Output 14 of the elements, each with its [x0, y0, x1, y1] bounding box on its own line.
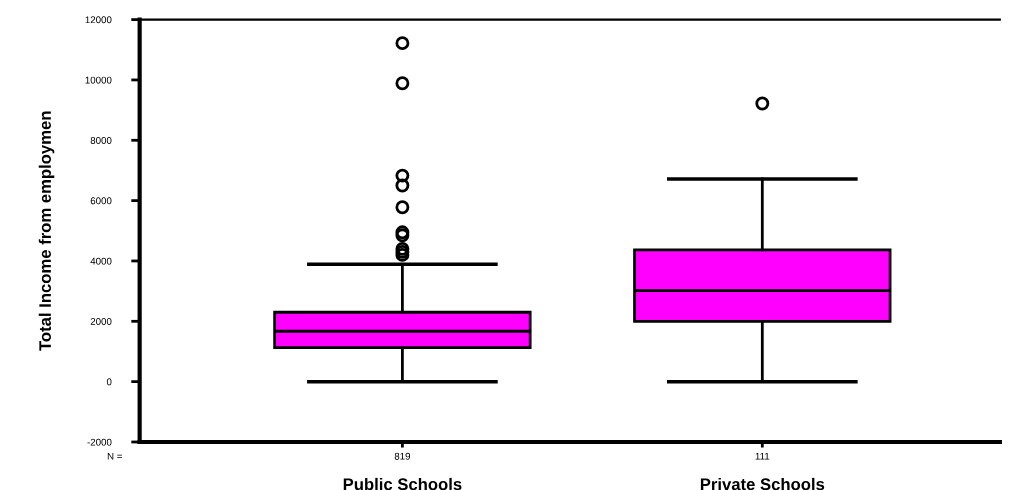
y-tick-label: 0 [106, 378, 112, 386]
text: 111 [755, 452, 770, 460]
x-tick-label: Private Schools [700, 477, 825, 490]
y-tick-label: 8000 [90, 137, 112, 144]
x-tick-label: Public Schools [343, 477, 462, 490]
y-axis-title: Total Income from employmen [38, 111, 55, 351]
text: N = [107, 452, 122, 460]
y-tick-label: 12000 [85, 16, 112, 24]
y-tick-label: 6000 [90, 197, 112, 205]
y-tick-label: -2000 [87, 438, 112, 446]
y-tick-label: 4000 [90, 257, 112, 265]
text: 819 [394, 452, 411, 460]
y-tick-label: 2000 [90, 318, 112, 325]
y-tick-label: 10000 [85, 76, 112, 84]
